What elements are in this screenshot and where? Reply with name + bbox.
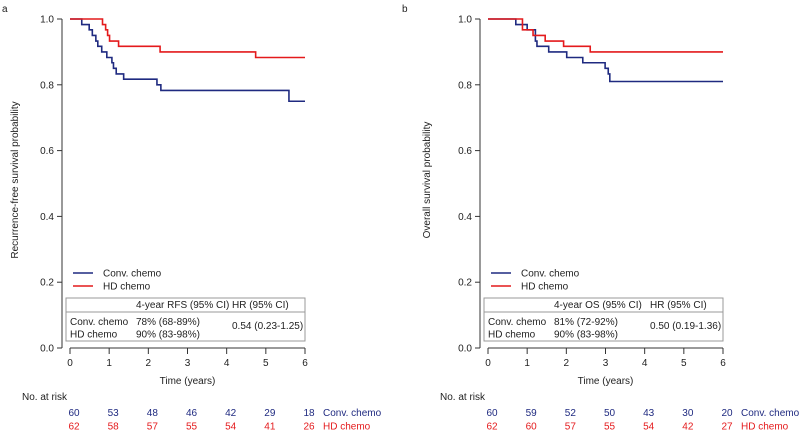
risk-count: 52 — [565, 408, 577, 419]
table-hr-value: 0.50 (0.19-1.36) — [650, 321, 721, 332]
x-tick-label: 2 — [564, 358, 570, 369]
risk-count: 27 — [721, 422, 733, 433]
panel-label: a — [2, 4, 8, 15]
panel-label: b — [402, 4, 408, 15]
risk-count: 46 — [186, 408, 198, 419]
table-hr-value: 0.54 (0.23-1.25) — [232, 321, 303, 332]
x-axis-label: Time (years) — [578, 376, 634, 387]
summary-table — [483, 297, 724, 342]
table-header-estimate: 4-year RFS (95% CI) — [136, 300, 229, 311]
risk-count: 42 — [225, 408, 237, 419]
risk-row-label: HD chemo — [741, 422, 789, 433]
risk-count: 48 — [147, 408, 159, 419]
table-row-estimate: 90% (83-98%) — [554, 330, 618, 341]
risk-count: 26 — [303, 422, 315, 433]
legend-label: HD chemo — [521, 282, 569, 293]
x-tick-label: 6 — [302, 358, 308, 369]
risk-count: 60 — [486, 408, 498, 419]
legend-label: Conv. chemo — [103, 269, 162, 280]
panel-b: b 0.0 0.2 0.4 0.6 0.8 1.0 Overall survival prob… — [402, 4, 800, 433]
x-tick-label: 3 — [603, 358, 609, 369]
risk-table-title: No. at risk — [22, 392, 68, 403]
risk-row-label: HD chemo — [323, 422, 371, 433]
risk-count: 41 — [264, 422, 276, 433]
x-axis-label: Time (years) — [160, 376, 216, 387]
km-curve-hd-chemo — [488, 18, 723, 53]
risk-count: 62 — [68, 422, 80, 433]
y-tick-label: 0.2 — [458, 278, 472, 289]
x-tick-label: 0 — [67, 358, 73, 369]
y-tick-label: 0.0 — [458, 344, 472, 355]
risk-count: 30 — [682, 408, 694, 419]
risk-row-label: Conv. chemo — [741, 408, 800, 419]
risk-count: 58 — [108, 422, 120, 433]
y-tick-label: 0.6 — [458, 146, 472, 157]
risk-count: 50 — [604, 408, 616, 419]
risk-table-title: No. at risk — [440, 392, 486, 403]
x-tick-label: 6 — [720, 358, 726, 369]
risk-count: 20 — [721, 408, 733, 419]
risk-count: 57 — [565, 422, 577, 433]
table-row-group: Conv. chemo — [488, 317, 547, 328]
x-tick-label: 4 — [642, 358, 648, 369]
table-row-estimate: 78% (68-89%) — [136, 317, 200, 328]
risk-count: 18 — [303, 408, 315, 419]
km-curve-conv-chemo — [70, 18, 305, 103]
risk-count: 59 — [526, 408, 538, 419]
y-axis-label: Overall survival probability — [422, 122, 433, 239]
y-tick-label: 1.0 — [458, 15, 472, 26]
legend-label: Conv. chemo — [521, 269, 580, 280]
risk-count: 60 — [68, 408, 80, 419]
km-curve-conv-chemo — [488, 18, 723, 83]
risk-count: 57 — [147, 422, 159, 433]
table-header-hr: HR (95% CI) — [232, 300, 289, 311]
table-row-group: HD chemo — [488, 330, 536, 341]
risk-count: 54 — [643, 422, 655, 433]
y-tick-label: 0.8 — [40, 80, 54, 91]
risk-count: 53 — [108, 408, 120, 419]
y-tick-label: 0.4 — [458, 212, 472, 223]
y-tick-label: 0.2 — [40, 278, 54, 289]
y-tick-label: 0.4 — [40, 212, 54, 223]
risk-count: 29 — [264, 408, 276, 419]
y-tick-label: 0.8 — [458, 80, 472, 91]
x-tick-label: 2 — [146, 358, 152, 369]
x-tick-label: 0 — [485, 358, 491, 369]
y-tick-label: 0.0 — [40, 344, 54, 355]
x-tick-label: 5 — [263, 358, 269, 369]
table-row-estimate: 81% (72-92%) — [554, 317, 618, 328]
risk-count: 60 — [526, 422, 538, 433]
table-header-hr: HR (95% CI) — [650, 300, 707, 311]
risk-count: 62 — [486, 422, 498, 433]
km-curve-hd-chemo — [70, 18, 305, 59]
x-tick-label: 1 — [524, 358, 530, 369]
risk-count: 42 — [682, 422, 694, 433]
y-axis-label: Recurrence-free survival probability — [10, 101, 21, 258]
y-tick-label: 1.0 — [40, 15, 54, 26]
x-tick-label: 3 — [185, 358, 191, 369]
risk-row-label: Conv. chemo — [323, 408, 382, 419]
table-header-estimate: 4-year OS (95% CI) — [554, 300, 642, 311]
y-tick-label: 0.6 — [40, 146, 54, 157]
risk-count: 43 — [643, 408, 655, 419]
table-row-group: HD chemo — [70, 330, 118, 341]
risk-count: 54 — [225, 422, 237, 433]
x-tick-label: 1 — [106, 358, 112, 369]
risk-count: 55 — [604, 422, 616, 433]
x-tick-label: 5 — [681, 358, 687, 369]
x-tick-label: 4 — [224, 358, 230, 369]
table-row-estimate: 90% (83-98%) — [136, 330, 200, 341]
panel-a: a 0.0 0.2 0.4 0.6 0.8 1.0 Recurrence-free survi… — [2, 4, 382, 433]
risk-count: 55 — [186, 422, 198, 433]
summary-table — [65, 297, 306, 342]
table-row-group: Conv. chemo — [70, 317, 129, 328]
legend-label: HD chemo — [103, 282, 151, 293]
